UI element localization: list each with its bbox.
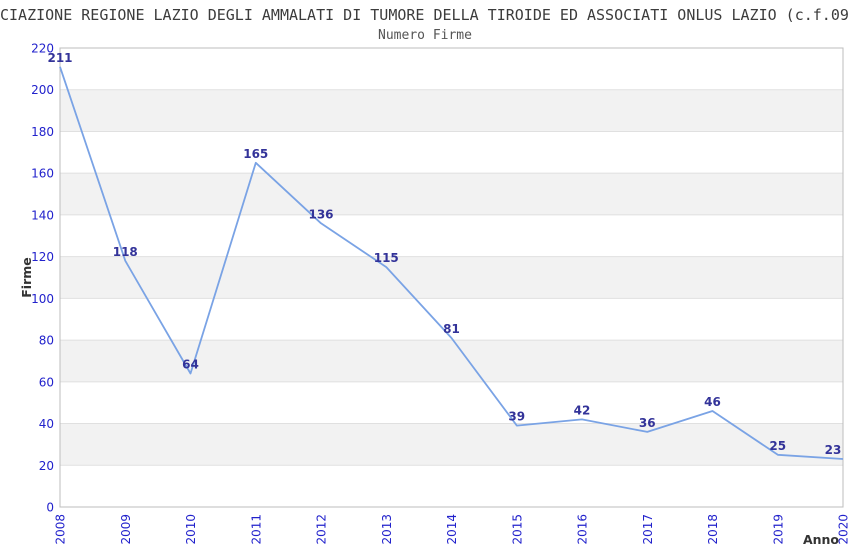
y-tick-label: 80 (39, 334, 54, 348)
x-tick-label: 2013 (380, 514, 394, 545)
plot-border (59, 47, 844, 508)
data-point-label: 36 (639, 416, 656, 430)
data-point-label: 23 (825, 443, 842, 457)
x-tick-label: 2009 (119, 514, 133, 545)
y-tick-label: 120 (31, 250, 54, 264)
plot-band (60, 340, 843, 382)
data-point-label: 46 (704, 395, 721, 409)
x-tick-label: 2012 (315, 514, 329, 545)
y-tick-label: 60 (39, 375, 54, 389)
y-axis-title: Firme (19, 257, 34, 298)
y-tick-label: 0 (46, 501, 54, 515)
y-tick-label: 200 (31, 83, 54, 97)
x-tick-label: 2019 (771, 514, 785, 545)
x-tick-label: 2014 (445, 514, 459, 545)
y-tick-label: 220 (31, 42, 54, 56)
y-tick-label: 40 (39, 417, 54, 431)
data-point-label: 81 (443, 322, 460, 336)
x-tick-label: 2018 (706, 514, 720, 545)
x-tick-label: 2017 (641, 514, 655, 545)
data-point-label: 25 (769, 439, 786, 453)
y-tick-label: 160 (31, 167, 54, 181)
data-point-label: 118 (113, 245, 138, 259)
data-point-label: 64 (182, 357, 199, 371)
chart-title: CIAZIONE REGIONE LAZIO DEGLI AMMALATI DI… (0, 6, 850, 24)
data-line (59, 66, 844, 460)
y-tick-label: 100 (31, 292, 54, 306)
y-tick-label: 180 (31, 125, 54, 139)
x-tick-label: 2020 (837, 514, 850, 545)
plot-band (60, 423, 843, 466)
x-tick-label: 2008 (54, 514, 68, 545)
y-tick-label: 20 (39, 459, 54, 473)
x-axis-title: Anno (803, 532, 839, 547)
plot-band (60, 89, 843, 132)
data-point-label: 39 (508, 410, 525, 424)
y-tick-label: 140 (31, 208, 54, 222)
x-tick-label: 2011 (249, 514, 263, 545)
data-point-label: 211 (47, 51, 72, 65)
x-tick-label: 2016 (576, 514, 590, 545)
data-point-label: 165 (243, 147, 268, 161)
chart-subtitle: Numero Firme (378, 28, 472, 43)
data-point-label: 42 (574, 403, 591, 417)
plot-band (60, 173, 843, 215)
data-point-label: 136 (308, 207, 333, 221)
x-tick-label: 2015 (510, 514, 524, 545)
data-point-label: 115 (374, 251, 399, 265)
x-tick-label: 2010 (184, 514, 198, 545)
plot-band (60, 256, 843, 299)
